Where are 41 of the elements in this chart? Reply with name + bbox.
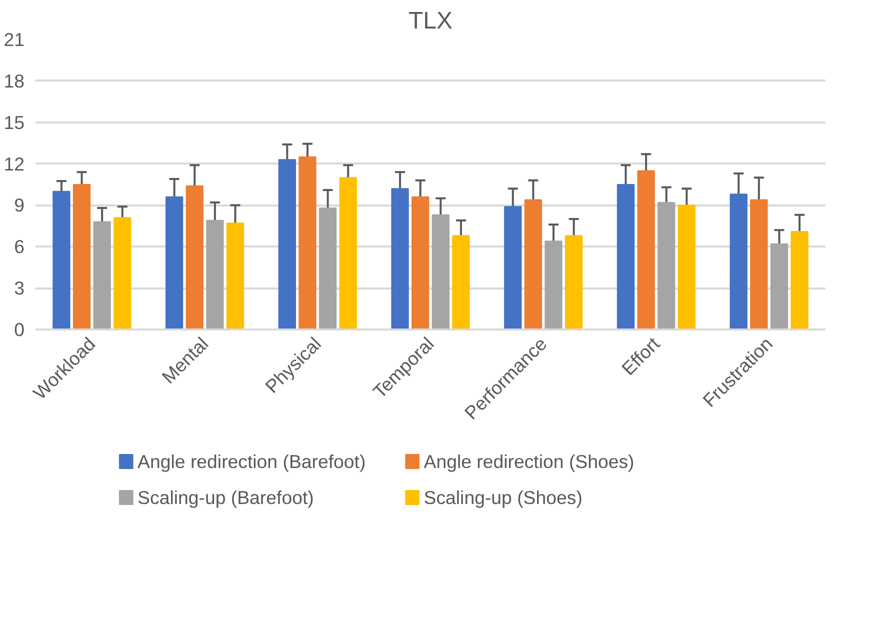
- bar: [165, 196, 184, 330]
- bar: [339, 177, 357, 330]
- y-tick-label: 9: [14, 194, 25, 216]
- bar: [226, 222, 244, 330]
- y-tick-label: 15: [4, 112, 25, 133]
- bar: [730, 194, 748, 330]
- y-tick-label: 0: [14, 319, 25, 340]
- y-tick-label: 12: [4, 153, 25, 174]
- bar: [278, 159, 296, 330]
- bar: [544, 240, 562, 330]
- legend-label: Angle redirection (Barefoot): [138, 451, 366, 472]
- legend-label: Scaling-up (Shoes): [424, 487, 582, 508]
- bar: [114, 217, 132, 330]
- legend-label: Scaling-up (Barefoot): [138, 487, 314, 508]
- bar: [637, 170, 655, 330]
- bar: [432, 214, 450, 330]
- bar: [790, 230, 808, 330]
- bar: [504, 206, 522, 330]
- bar: [186, 185, 204, 330]
- bar: [616, 184, 635, 330]
- bar: [658, 202, 676, 330]
- bar: [391, 188, 409, 330]
- y-tick-label: 21: [4, 29, 25, 50]
- legend-label: Angle redirection (Shoes): [424, 451, 634, 472]
- bar: [750, 199, 768, 330]
- bar: [318, 207, 337, 330]
- y-tick-label: 18: [4, 70, 25, 92]
- bar: [298, 156, 316, 330]
- bar: [524, 199, 542, 330]
- bar: [678, 204, 696, 330]
- bar: [72, 184, 91, 330]
- chart-title: TLX: [408, 8, 453, 34]
- y-tick-label: 3: [14, 278, 25, 299]
- y-tick-label: 6: [14, 236, 25, 258]
- bar: [412, 196, 430, 330]
- bar: [770, 243, 788, 330]
- bar: [452, 235, 470, 330]
- bar: [52, 190, 70, 330]
- bar: [93, 221, 111, 330]
- bar: [206, 220, 224, 330]
- bar: [565, 235, 583, 330]
